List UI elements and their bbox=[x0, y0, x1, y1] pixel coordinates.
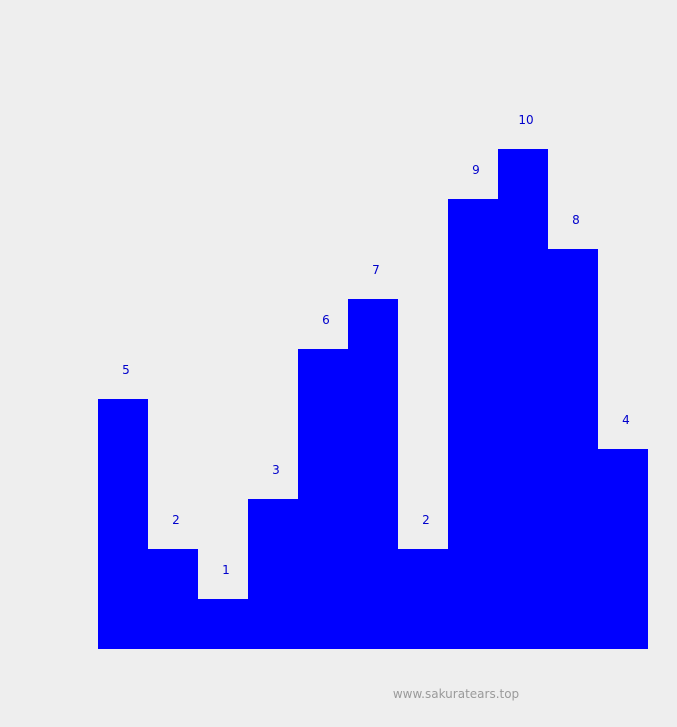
bar-1 bbox=[98, 399, 148, 649]
bar-11 bbox=[598, 449, 648, 649]
bar-4 bbox=[248, 499, 298, 649]
value-labels-group: 5 2 1 3 6 7 2 9 10 8 4 bbox=[122, 113, 630, 577]
bar-value-label-2: 2 bbox=[172, 513, 180, 527]
bar-value-label-9: 10 bbox=[518, 113, 533, 127]
bar-value-label-6: 7 bbox=[372, 263, 380, 277]
bar-10 bbox=[548, 249, 598, 649]
bar-3 bbox=[198, 599, 248, 649]
bar-5 bbox=[298, 349, 348, 649]
bar-value-label-10: 8 bbox=[572, 213, 580, 227]
bar-6 bbox=[348, 299, 398, 649]
bar-8 bbox=[448, 199, 498, 649]
bar-9 bbox=[498, 149, 548, 649]
bar-value-label-1: 5 bbox=[122, 363, 130, 377]
bar-2 bbox=[148, 549, 198, 649]
bar-value-label-3: 1 bbox=[222, 563, 230, 577]
bars-group bbox=[98, 149, 648, 649]
bar-value-label-4: 3 bbox=[272, 463, 280, 477]
bar-value-label-7: 2 bbox=[422, 513, 430, 527]
bar-value-label-8: 9 bbox=[472, 163, 480, 177]
watermark-text: www.sakuratears.top bbox=[393, 687, 519, 701]
bar-7 bbox=[398, 549, 448, 649]
bar-value-label-5: 6 bbox=[322, 313, 330, 327]
bar-value-label-11: 4 bbox=[622, 413, 630, 427]
